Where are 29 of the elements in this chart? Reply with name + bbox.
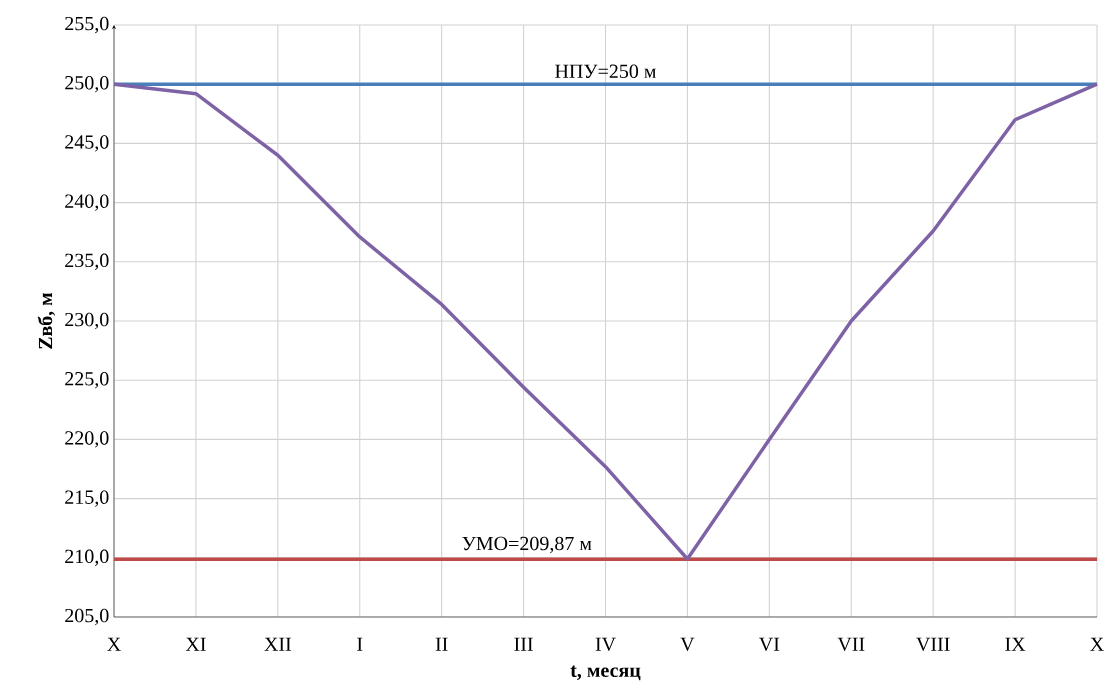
y-tick-label: 205,0 bbox=[65, 608, 109, 626]
x-tick-label: VI bbox=[759, 637, 780, 652]
y-axis-title: Zвб, м bbox=[37, 292, 56, 349]
y-tick-label: 220,0 bbox=[65, 431, 109, 448]
x-tick-label: III bbox=[514, 637, 533, 651]
x-tick-label: X bbox=[1090, 637, 1104, 651]
y-tick-label: 250,0 bbox=[65, 76, 109, 93]
x-tick-label: IX bbox=[1005, 637, 1026, 651]
line-series bbox=[112, 82, 1099, 561]
x-tick-label: II bbox=[435, 637, 448, 651]
y-tick-label: 230,0 bbox=[65, 312, 109, 330]
ref-line-label: НПУ=250 м bbox=[555, 64, 657, 79]
y-tick-label: 255,0 bbox=[65, 16, 109, 34]
y-tick-label: 235,0 bbox=[65, 253, 109, 270]
y-tick-label: 210,0 bbox=[65, 549, 109, 566]
x-tick-label: VIII bbox=[916, 637, 950, 652]
ref-line-label: УМО=209,87 м bbox=[462, 536, 592, 554]
x-axis-title: t, месяц bbox=[570, 665, 641, 681]
x-tick-label: XI bbox=[185, 637, 206, 651]
y-tick-label: 240,0 bbox=[65, 194, 109, 211]
x-tick-label: IV bbox=[595, 637, 616, 652]
x-tick-label: I bbox=[357, 637, 363, 651]
x-tick-label: VII bbox=[837, 637, 865, 652]
x-tick-label: X bbox=[107, 637, 121, 651]
y-tick-label: 215,0 bbox=[65, 490, 109, 507]
y-tick-label: 225,0 bbox=[65, 372, 109, 389]
x-tick-label: XII bbox=[264, 637, 292, 651]
x-tick-label: V bbox=[680, 637, 695, 652]
y-tick-label: 245,0 bbox=[65, 135, 109, 152]
